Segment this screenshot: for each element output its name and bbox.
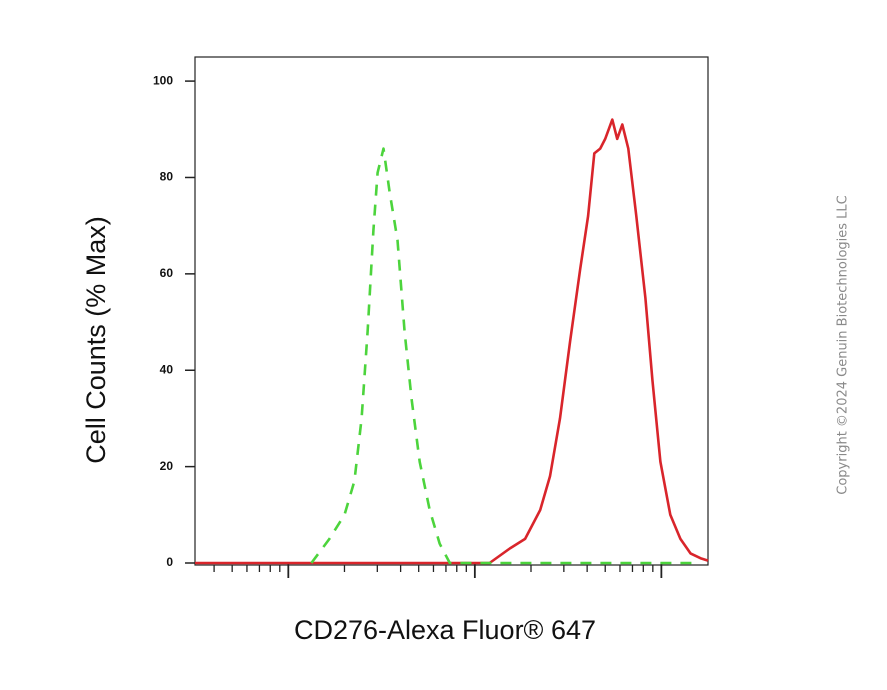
y-tick-label: 100: [153, 73, 173, 87]
series-line: [195, 118, 709, 565]
x-axis-title: CD276-Alexa Fluor® 647: [294, 615, 596, 645]
y-tick-label: 20: [160, 459, 174, 473]
copyright: Copyright ©2024 Genuin Biotechnologies L…: [836, 195, 851, 494]
y-axis-title: Cell Counts (% Max): [81, 216, 111, 464]
y-tick-label: 40: [160, 362, 174, 376]
plot-frame: [194, 56, 709, 566]
y-tick-label: 80: [160, 170, 174, 184]
y-tick-label: 60: [160, 266, 174, 280]
y-tick-label: 0: [166, 555, 173, 569]
series-line: [310, 147, 701, 565]
